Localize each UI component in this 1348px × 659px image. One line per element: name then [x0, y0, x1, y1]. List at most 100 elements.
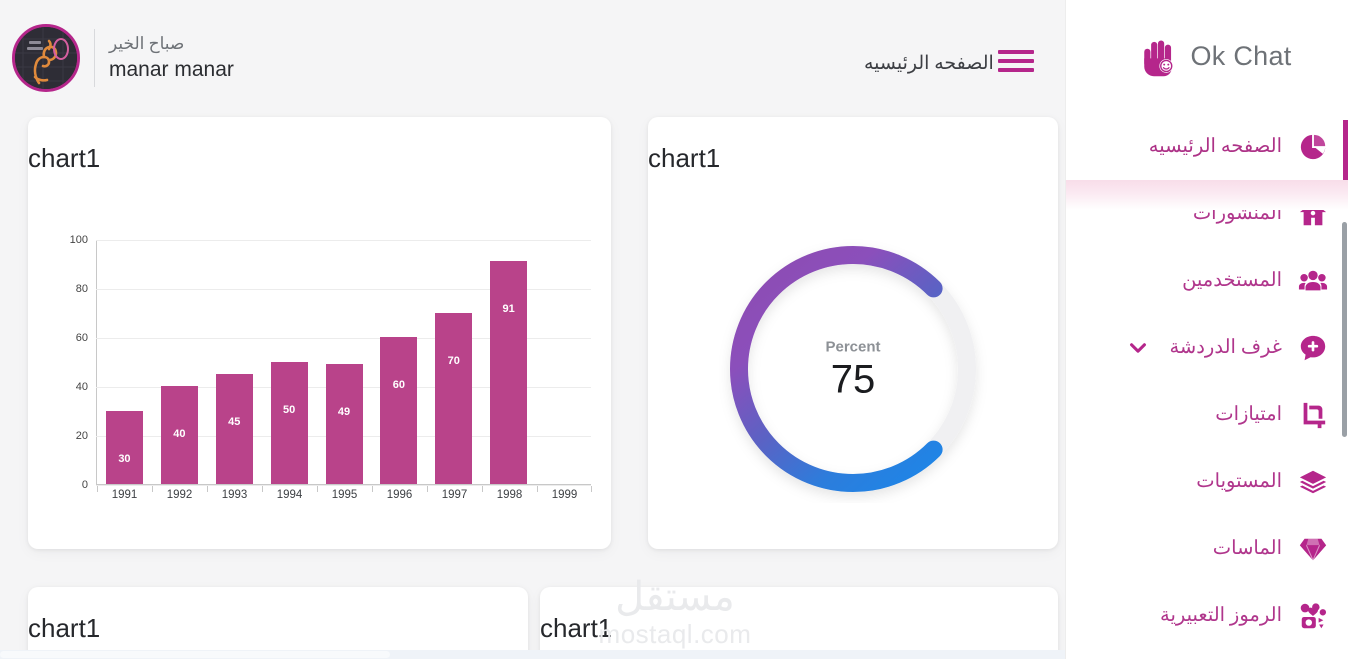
x-axis-tick-label: 1999: [551, 489, 578, 501]
sidebar: Ok Chat الصفحه ا: [1065, 0, 1348, 659]
gridline: [96, 240, 591, 241]
y-axis-tick-label: 40: [75, 381, 88, 393]
active-item-indicator: [1343, 120, 1348, 188]
hamburger-icon[interactable]: [998, 50, 1034, 72]
card-title: chart1: [648, 143, 721, 173]
bar-slot: 60: [371, 240, 426, 484]
bar-value-label: 70: [447, 354, 460, 367]
sidebar-item-label: المستويات: [1196, 470, 1282, 492]
sidebar-item-label: غرف الدردشة: [1169, 336, 1282, 358]
bar-value-label: 45: [228, 415, 241, 428]
gauge-label: Percent: [825, 338, 881, 356]
avatar[interactable]: [12, 24, 80, 92]
crop-icon: [1296, 398, 1330, 432]
hamburger-bar-1: [998, 50, 1034, 54]
y-axis-tick-label: 80: [75, 283, 88, 295]
x-tick-mark: [537, 486, 592, 492]
sidebar-nav: الصفحه الرئيسيه المنشورات المستخدمين غرف ال…: [1066, 113, 1348, 649]
sidebar-item-label: الصفحه الرئيسيه: [1148, 135, 1282, 157]
x-axis-tick-label: 1991: [111, 489, 138, 501]
sidebar-item-3[interactable]: المستخدمين: [1066, 247, 1348, 314]
user-block[interactable]: صباح الخير manar manar: [12, 21, 252, 95]
brand-title: Ok Chat: [1190, 41, 1292, 71]
x-axis-labels: 1991 1992 1993 1994 1995 1996 1997 1998 1999: [97, 489, 592, 501]
bar-slot: [536, 240, 591, 484]
home-icon: [1296, 197, 1330, 231]
x-tick-mark: [372, 486, 427, 492]
y-axis-tick-label: 100: [69, 234, 88, 246]
x-tick-mark: [152, 486, 207, 492]
user-name: manar manar: [109, 57, 234, 81]
sidebar-item-8[interactable]: الرموز التعبيرية: [1066, 582, 1348, 649]
sidebar-item-2[interactable]: المنشورات: [1066, 180, 1348, 247]
card-title: chart1: [540, 613, 613, 643]
bar[interactable]: 45: [215, 373, 253, 484]
layers-icon: [1296, 465, 1330, 499]
horizontal-scrollbar-thumb[interactable]: [0, 651, 390, 658]
bar[interactable]: 70: [435, 312, 473, 484]
user-texts: صباح الخير manar manar: [109, 34, 234, 81]
bar-value-label: 49: [337, 405, 351, 418]
sidebar-item-6[interactable]: المستويات: [1066, 448, 1348, 515]
x-tick-mark: [427, 486, 482, 492]
card-title: chart1: [28, 143, 101, 173]
bar-slot: 30: [97, 240, 152, 484]
y-axis-line: [96, 240, 97, 485]
pie-chart-icon: [1296, 130, 1330, 164]
card-bottom-right: chart1: [540, 587, 1058, 659]
sidebar-item-5[interactable]: امتيازات: [1066, 381, 1348, 448]
main-content: chart1 0 20 40 60 80 100 30 40 45 50 49 60 70 91 199…: [0, 113, 1065, 659]
header-home-link[interactable]: الصفحه الرئيسيه: [864, 53, 994, 74]
x-tick-marks: [97, 486, 592, 492]
x-tick-mark: [317, 486, 372, 492]
ok-hand-icon: [1136, 35, 1180, 79]
sidebar-item-label: الرموز التعبيرية: [1160, 604, 1282, 626]
x-tick-mark: [207, 486, 262, 492]
gridline: [96, 289, 591, 290]
hamburger-bar-3: [998, 68, 1034, 72]
sidebar-scrollbar[interactable]: [1342, 222, 1347, 437]
gridline: [96, 338, 591, 339]
bar[interactable]: 91: [490, 261, 528, 484]
x-tick-mark: [97, 486, 152, 492]
bar-value-label: 50: [282, 403, 296, 416]
bar-value-label: 30: [118, 452, 131, 465]
gauge-chart: Percent 75: [719, 235, 987, 503]
sidebar-item-1[interactable]: الصفحه الرئيسيه: [1066, 113, 1348, 180]
card-bottom-left: chart1: [28, 587, 528, 659]
bar[interactable]: 30: [105, 410, 143, 484]
sidebar-item-4[interactable]: غرف الدردشة: [1066, 314, 1348, 381]
bar[interactable]: 40: [160, 386, 198, 484]
sidebar-item-label: المنشورات: [1192, 202, 1282, 224]
card-title: chart1: [28, 613, 101, 643]
bar-slot: 40: [152, 240, 207, 484]
bar[interactable]: 60: [380, 337, 418, 484]
bar-slot: 91: [481, 240, 536, 484]
user-divider: [94, 29, 95, 87]
x-axis-tick-label: 1995: [331, 489, 358, 501]
chat-plus-icon: [1296, 331, 1330, 365]
bar-slot: 45: [207, 240, 262, 484]
gridline: [96, 485, 591, 486]
hamburger-bar-2: [998, 59, 1034, 63]
x-axis-tick-label: 1997: [441, 489, 468, 501]
sidebar-item-7[interactable]: الماسات: [1066, 515, 1348, 582]
brand[interactable]: Ok Chat: [1066, 0, 1348, 113]
chevron-down-icon[interactable]: [1127, 337, 1149, 359]
x-axis-tick-label: 1996: [386, 489, 413, 501]
bar-value-label: 91: [502, 303, 515, 316]
emoji-pack-icon: [1296, 599, 1330, 633]
sidebar-item-label: المستخدمين: [1182, 269, 1282, 291]
card-bar-chart: chart1 0 20 40 60 80 100 30 40 45 50 49 60 70 91 199…: [28, 117, 611, 549]
gauge-value: 75: [830, 357, 876, 402]
horizontal-scrollbar[interactable]: [0, 650, 1065, 659]
x-axis-tick-label: 1992: [166, 489, 193, 501]
bar[interactable]: 50: [270, 361, 308, 484]
x-axis-line: [96, 484, 591, 485]
bar-slot: 49: [317, 240, 372, 484]
x-axis-tick-label: 1998: [496, 489, 523, 501]
diamond-icon: [1296, 532, 1330, 566]
bar[interactable]: 49: [325, 363, 363, 484]
x-axis-tick-label: 1994: [276, 489, 303, 501]
